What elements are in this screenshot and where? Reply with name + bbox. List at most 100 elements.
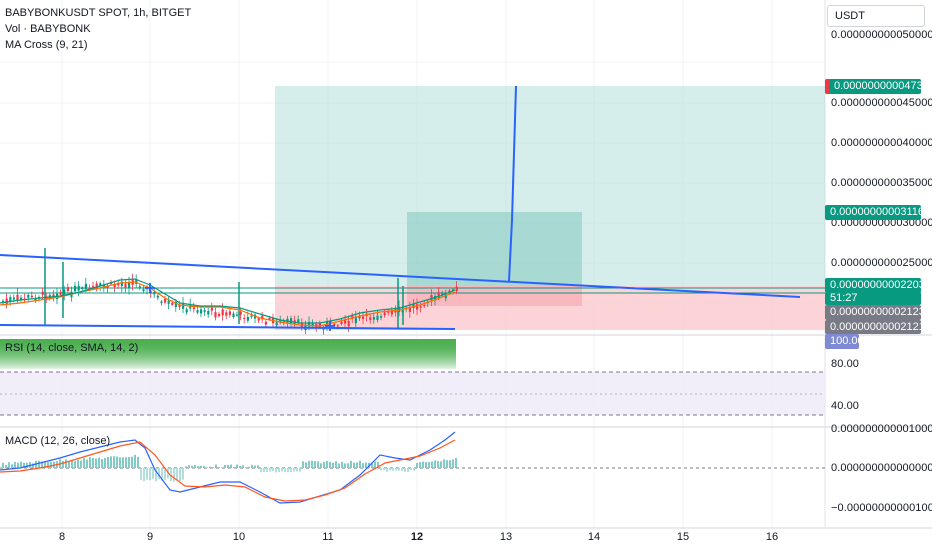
- candle-body: [232, 313, 235, 317]
- candle-body: [261, 315, 264, 320]
- time-axis-label: 8: [58, 531, 66, 543]
- macd-histogram-bar: [347, 463, 349, 468]
- candle-body: [149, 290, 152, 294]
- candle-body: [423, 304, 426, 307]
- macd-histogram-bar: [314, 461, 316, 468]
- candle-body: [297, 319, 300, 323]
- macd-histogram-bar: [5, 465, 7, 468]
- candle-body: [167, 300, 170, 304]
- upper-trendline: [0, 254, 801, 298]
- ma-slow-line: [0, 278, 456, 324]
- macd-histogram-bar: [203, 465, 205, 468]
- macd-histogram-bar: [371, 463, 373, 468]
- macd-histogram-bar: [173, 468, 175, 482]
- macd-histogram-bar: [431, 461, 433, 468]
- macd-histogram-bar: [191, 465, 193, 468]
- macd-histogram-bar: [332, 462, 334, 468]
- macd-histogram-bar: [80, 460, 82, 468]
- price-axis-label: 0.000000000035000: [831, 177, 932, 189]
- macd-histogram-bar: [449, 460, 451, 468]
- candle-body: [124, 283, 127, 288]
- macd-histogram-bar: [62, 460, 64, 468]
- candle-body: [430, 295, 433, 301]
- macd-histogram-bar: [182, 468, 184, 480]
- macd-histogram-bar: [254, 465, 256, 468]
- macd-histogram-bar: [407, 468, 409, 472]
- candle-body: [171, 302, 174, 305]
- macd-histogram-bar: [311, 460, 313, 468]
- candle-body: [12, 297, 15, 300]
- time-axis-label: 10: [232, 531, 246, 543]
- candle-body: [358, 315, 361, 319]
- macd-histogram-bar: [41, 461, 43, 468]
- profit-zone-inner: [407, 212, 582, 286]
- macd-histogram-bar: [212, 467, 214, 468]
- ma-cross-marker: +: [143, 278, 156, 297]
- time-axis-label: 14: [587, 531, 601, 543]
- macd-histogram-bar: [245, 467, 247, 468]
- candle-body: [120, 281, 123, 287]
- candle-body: [214, 312, 217, 318]
- macd-histogram-bar: [341, 461, 343, 468]
- candle-body: [77, 286, 80, 291]
- candle-body: [236, 314, 239, 316]
- candle-body: [113, 284, 116, 288]
- macd-histogram-bar: [65, 459, 67, 468]
- candle-body: [318, 323, 321, 327]
- macd-histogram-bar: [275, 468, 277, 473]
- macd-histogram-bar: [233, 466, 235, 468]
- macd-histogram-bar: [263, 468, 265, 473]
- candle-body: [434, 296, 437, 301]
- macd-histogram-bar: [164, 468, 166, 481]
- macd-histogram-bar: [170, 468, 172, 482]
- macd-histogram-bar: [155, 468, 157, 482]
- candle-body: [336, 325, 339, 327]
- candle-body: [250, 315, 253, 317]
- rsi-axis-label: 40.00: [831, 400, 860, 412]
- macd-histogram-bar: [125, 457, 127, 468]
- currency-selector[interactable]: USDT: [827, 5, 925, 27]
- rsi-axis-label: 80.00: [831, 358, 860, 370]
- macd-histogram-bar: [134, 454, 136, 468]
- macd-histogram-bar: [86, 459, 88, 468]
- macd-histogram-bar: [20, 461, 22, 468]
- macd-histogram-bar: [248, 466, 250, 468]
- projection-line: [508, 85, 517, 282]
- macd-indicator-label[interactable]: MACD (12, 26, close): [5, 435, 111, 447]
- macd-histogram-bar: [242, 465, 244, 468]
- macd-histogram-bar: [143, 468, 145, 482]
- candle-body: [416, 304, 419, 310]
- macd-histogram-bar: [377, 462, 379, 468]
- macd-histogram-bar: [422, 461, 424, 468]
- candle-body: [74, 285, 77, 292]
- macd-histogram-bar: [335, 461, 337, 468]
- candle-body: [228, 311, 231, 315]
- candle-body: [146, 286, 149, 290]
- macd-histogram-bar: [401, 468, 403, 472]
- lower-trendline: [0, 324, 456, 330]
- candle-body: [182, 303, 185, 309]
- macd-histogram-bar: [218, 466, 220, 468]
- candle-body: [63, 289, 66, 295]
- macd-histogram-bar: [113, 456, 115, 468]
- macd-histogram-bar: [11, 464, 13, 468]
- rsi-indicator-label[interactable]: RSI (14, close, SMA, 14, 2): [5, 342, 139, 354]
- candle-body: [218, 313, 221, 317]
- price-axis-label: 0.000000000040000: [831, 137, 932, 149]
- candle-body: [9, 297, 12, 302]
- time-axis-label: 13: [499, 531, 513, 543]
- macd-histogram-bar: [413, 468, 415, 471]
- ma-cross-indicator-label[interactable]: MA Cross (9, 21): [5, 39, 88, 51]
- macd-histogram-bar: [257, 465, 259, 468]
- candle-body: [196, 310, 199, 313]
- candle-body: [156, 295, 159, 298]
- volume-indicator-label[interactable]: Vol · BABYBONK: [5, 23, 91, 35]
- macd-histogram-bar: [389, 468, 391, 471]
- symbol-title[interactable]: BABYBONKUSDT SPOT, 1h, BITGET: [5, 7, 192, 19]
- ma-cross-marker: +: [323, 316, 336, 335]
- candle-body: [369, 317, 372, 321]
- candle-body: [52, 294, 55, 297]
- macd-histogram-bar: [236, 464, 238, 468]
- candle-body: [390, 310, 393, 315]
